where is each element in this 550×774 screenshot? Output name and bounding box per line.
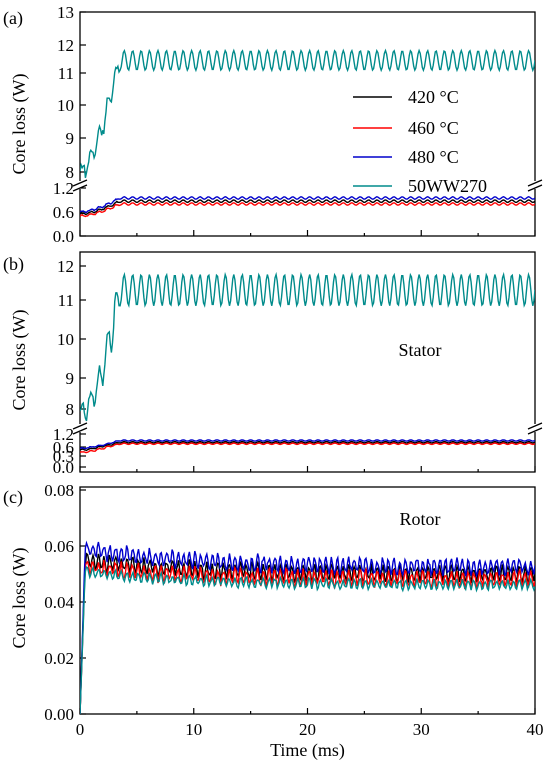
plot-frame [79,486,536,715]
axis-break-mark [72,427,88,435]
axis-break-mark [527,179,543,187]
axis-break-mark [72,422,88,430]
panel-label: (a) [3,8,23,29]
series-line-50WW270 [80,271,535,422]
y-tick-label: 11 [58,291,74,310]
y-tick-label: 0.02 [44,649,74,668]
y-tick-label: 0.0 [53,227,74,246]
x-tick-label: 0 [76,720,85,739]
y-tick-label: 0.06 [44,537,74,556]
panel-c: 0.00 0.02 0.04 0.06 0.08 0 10 20 30 40 Time (ms) Co… [3,481,544,761]
axis-break-gap [529,424,541,432]
panel-annotation: Stator [399,340,442,360]
series-line-50WW270 [80,565,535,714]
y-tick-label: 0.0 [53,458,74,477]
series-line-480C [80,196,535,214]
axis-break-mark [527,184,543,192]
y-axis-title: Core loss (W) [9,74,30,175]
x-tick-label: 40 [527,720,544,739]
axis-break-gap [74,424,86,432]
series-line-420C [80,552,535,714]
y-tick-label: 0.6 [53,438,74,457]
y-tick-label: 13 [57,3,74,22]
y-tick-label: 9 [66,129,75,148]
series-line-460C [80,442,535,454]
legend-entry: 50WW270 [408,176,487,196]
y-tick-label: 9 [66,369,75,388]
y-tick-label: 10 [57,96,74,115]
x-tick-label: 10 [185,720,202,739]
legend-entry: 480 °C [408,147,459,167]
legend-entry: 420 °C [408,87,459,107]
y-tick-label: 1.2 [53,425,74,444]
y-tick-label: 12 [57,257,74,276]
series-line-460C [80,202,535,218]
y-tick-label: 8 [66,400,75,419]
y-tick-label: 10 [57,330,74,349]
axis-break-mark [527,422,543,430]
legend-entry: 460 °C [408,118,459,138]
y-tick-label: 0.00 [44,705,74,724]
axis-break-mark [72,179,88,187]
y-axis-title: Core loss (W) [9,310,30,411]
x-axis-title: Time (ms) [270,740,345,761]
panel-label: (b) [3,254,24,275]
series-line-460C [80,559,535,714]
axis-break-gap [529,181,541,189]
series-line-420C [80,199,535,216]
panel-annotation: Rotor [399,509,440,529]
y-tick-label: 0.04 [44,593,74,612]
series-line-480C [80,540,535,714]
y-axis-title: Core loss (W) [9,548,30,649]
series-line-420C [80,440,535,452]
y-tick-label: 0.6 [53,203,74,222]
y-tick-label: 12 [57,36,74,55]
y-tick-label: 11 [58,64,74,83]
series-line-50WW270 [80,48,535,178]
y-tick-label: 1.2 [53,179,74,198]
y-tick-label: 8 [66,163,75,182]
axis-break-gap [74,181,86,189]
y-tick-label: 0.08 [44,481,74,500]
x-tick-label: 30 [413,720,430,739]
panel-a: 0.0 0.6 1.28 9 10 11 12 13 Core loss (W) (a) 420 °… [3,3,543,246]
axis-break-mark [527,427,543,435]
panel-label: (c) [3,487,23,508]
y-tick-label: 0.3 [53,447,74,466]
x-tick-label: 20 [299,720,316,739]
panel-b: 0.00.30.61.2 8 9 10 11 12 Core loss (W) (b) Stat… [3,251,543,477]
series-line-480C [80,439,535,450]
